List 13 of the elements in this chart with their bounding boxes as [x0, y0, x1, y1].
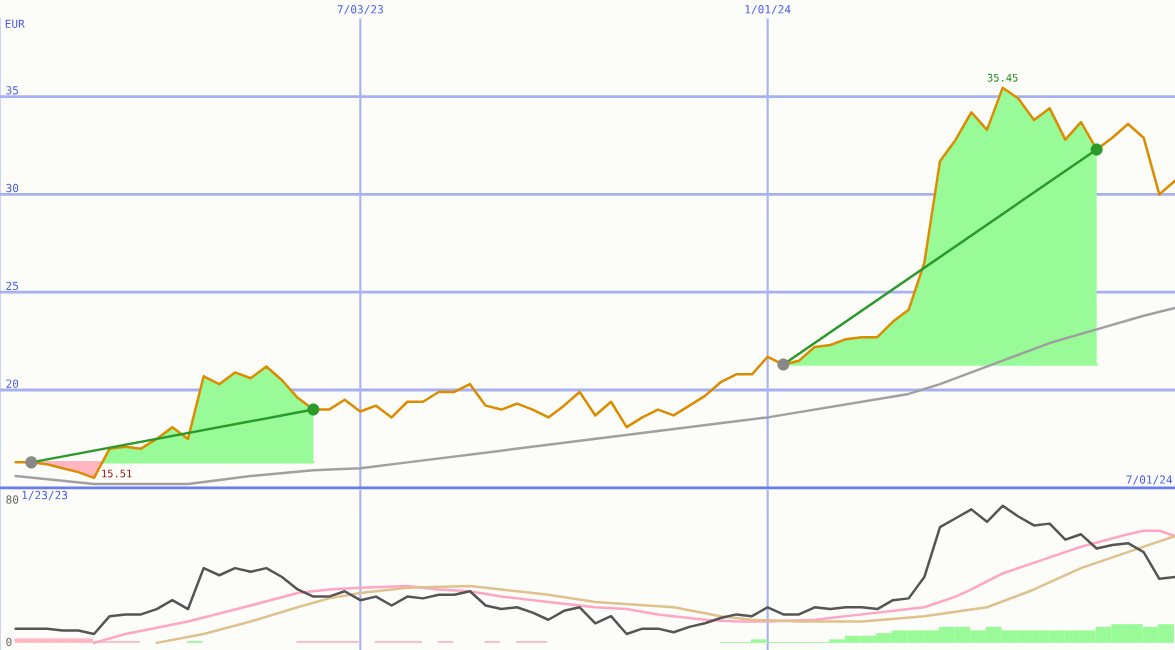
annotation: 35.45: [987, 73, 1018, 82]
y-axis-title: EUR: [5, 19, 25, 28]
x-tick-label: 7/03/23: [337, 5, 383, 15]
y-tick-label: 20: [6, 379, 19, 388]
annotation: 15.51: [102, 469, 132, 478]
y-tick-label: 80: [6, 495, 19, 504]
y-tick-label: 25: [6, 281, 19, 291]
annotation: 1/23/23: [22, 490, 68, 501]
y-tick-label: 35: [6, 86, 19, 95]
y-tick-label: 0: [6, 637, 12, 647]
annotation: 7/01/24: [1126, 475, 1173, 485]
y-tick-label: 30: [6, 183, 19, 193]
x-tick-label: 1/01/24: [745, 5, 791, 15]
